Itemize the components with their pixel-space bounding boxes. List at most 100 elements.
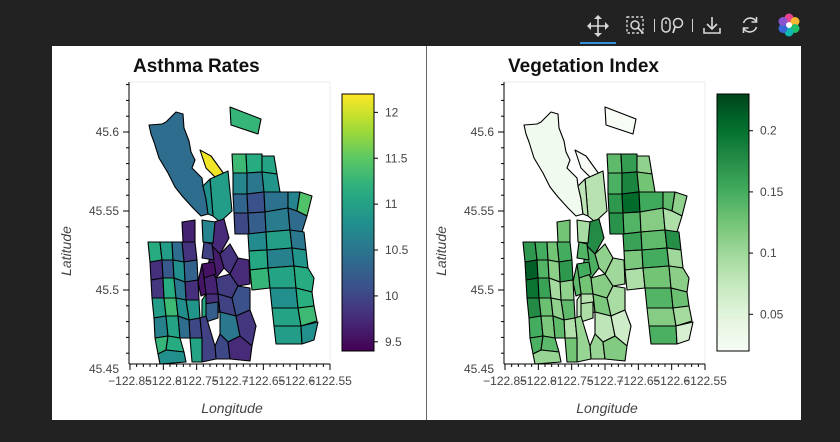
- map-region[interactable]: [577, 178, 589, 217]
- map-region[interactable]: [232, 172, 248, 195]
- map-region[interactable]: [265, 229, 293, 251]
- map-region[interactable]: [201, 293, 207, 319]
- map-region[interactable]: [177, 315, 191, 339]
- map-region[interactable]: [229, 106, 262, 135]
- map-region[interactable]: [636, 171, 656, 193]
- map-region[interactable]: [607, 193, 624, 214]
- map-region[interactable]: [646, 307, 677, 327]
- map-region[interactable]: [245, 153, 263, 174]
- map-region[interactable]: [291, 247, 309, 269]
- wheel-zoom-tool[interactable]: [658, 8, 688, 42]
- map-region[interactable]: [201, 219, 216, 244]
- map-region[interactable]: [297, 305, 318, 327]
- map-region[interactable]: [610, 309, 632, 347]
- map-region[interactable]: [536, 259, 550, 279]
- map-region[interactable]: [602, 335, 628, 362]
- map-region[interactable]: [668, 265, 690, 293]
- map-region[interactable]: [201, 261, 217, 279]
- map-region[interactable]: [184, 279, 200, 301]
- map-region[interactable]: [607, 172, 623, 195]
- map-region[interactable]: [622, 211, 642, 235]
- map-region[interactable]: [589, 333, 606, 360]
- map-region[interactable]: [232, 193, 249, 214]
- map-region[interactable]: [267, 265, 297, 289]
- map-region[interactable]: [641, 247, 670, 269]
- map-region[interactable]: [150, 277, 165, 299]
- map-region[interactable]: [576, 293, 582, 319]
- map-region[interactable]: [564, 337, 578, 363]
- map-region[interactable]: [524, 259, 539, 281]
- map-region[interactable]: [287, 207, 308, 233]
- map-region[interactable]: [558, 259, 574, 283]
- map-region[interactable]: [246, 171, 265, 195]
- map-region[interactable]: [606, 153, 623, 174]
- map-region[interactable]: [556, 219, 571, 243]
- map-region[interactable]: [149, 259, 164, 281]
- map-region[interactable]: [640, 229, 668, 251]
- vegetation-map[interactable]: [522, 106, 694, 365]
- map-region[interactable]: [273, 325, 303, 345]
- map-region[interactable]: [159, 241, 174, 261]
- map-region[interactable]: [266, 247, 295, 269]
- map-region[interactable]: [173, 277, 187, 301]
- map-region[interactable]: [675, 321, 694, 345]
- map-region[interactable]: [548, 277, 562, 301]
- reset-tool[interactable]: [736, 8, 764, 42]
- bokeh-logo[interactable]: [774, 8, 804, 42]
- map-region[interactable]: [229, 257, 251, 287]
- map-region[interactable]: [214, 333, 231, 360]
- map-region[interactable]: [546, 241, 560, 263]
- map-region[interactable]: [534, 241, 549, 261]
- map-region[interactable]: [604, 257, 626, 287]
- map-region[interactable]: [148, 111, 209, 217]
- save-tool[interactable]: [698, 8, 726, 42]
- map-region[interactable]: [576, 241, 590, 261]
- map-region[interactable]: [622, 231, 643, 252]
- map-region[interactable]: [246, 191, 266, 214]
- map-region[interactable]: [261, 171, 281, 193]
- map-region[interactable]: [608, 212, 625, 235]
- map-region[interactable]: [235, 309, 257, 347]
- map-region[interactable]: [576, 219, 591, 244]
- map-region[interactable]: [300, 321, 319, 345]
- map-region[interactable]: [201, 241, 215, 261]
- map-region[interactable]: [552, 315, 566, 339]
- map-region[interactable]: [662, 207, 683, 233]
- map-region[interactable]: [642, 265, 672, 289]
- map-region[interactable]: [604, 106, 637, 135]
- map-region[interactable]: [559, 279, 575, 301]
- map-region[interactable]: [161, 259, 175, 279]
- map-region[interactable]: [621, 191, 641, 214]
- map-region[interactable]: [231, 153, 248, 174]
- asthma-rates-chart[interactable]: Asthma Rates 45.4545.545.5545.6−122.85−1…: [52, 46, 426, 420]
- map-region[interactable]: [264, 207, 291, 233]
- map-region[interactable]: [227, 335, 253, 362]
- map-region[interactable]: [289, 229, 307, 251]
- map-region[interactable]: [233, 212, 250, 235]
- map-region[interactable]: [189, 337, 203, 363]
- map-region[interactable]: [532, 349, 562, 365]
- map-region[interactable]: [269, 287, 299, 309]
- map-region[interactable]: [606, 285, 626, 317]
- map-region[interactable]: [248, 249, 269, 271]
- map-region[interactable]: [523, 111, 584, 217]
- map-region[interactable]: [271, 307, 302, 327]
- map-region[interactable]: [672, 305, 693, 327]
- map-region[interactable]: [576, 261, 592, 279]
- map-region[interactable]: [644, 287, 674, 309]
- asthma-map[interactable]: [147, 106, 319, 365]
- vegetation-index-chart[interactable]: Vegetation Index 45.45 45.5 45.55 45.6 −122.…: [427, 46, 801, 420]
- map-region[interactable]: [664, 229, 682, 251]
- map-region[interactable]: [171, 241, 185, 263]
- map-region[interactable]: [639, 207, 666, 233]
- map-region[interactable]: [181, 219, 196, 243]
- map-region[interactable]: [624, 267, 646, 291]
- map-region[interactable]: [247, 231, 268, 252]
- map-region[interactable]: [621, 171, 640, 195]
- map-region[interactable]: [293, 265, 315, 293]
- box-zoom-tool[interactable]: [622, 8, 650, 42]
- map-region[interactable]: [620, 153, 638, 174]
- map-region[interactable]: [261, 155, 278, 175]
- map-region[interactable]: [636, 155, 653, 175]
- map-region[interactable]: [525, 277, 540, 299]
